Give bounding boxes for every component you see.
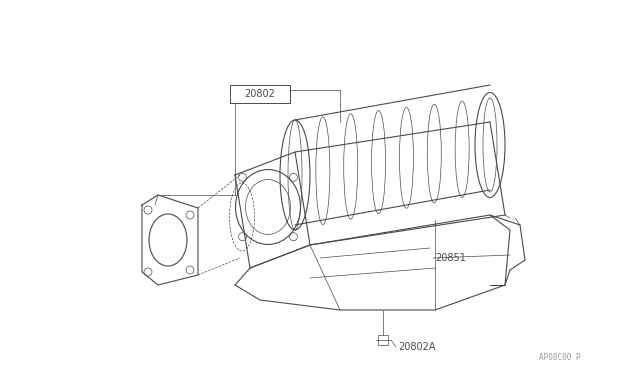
Text: AP08C00 P: AP08C00 P: [539, 353, 581, 362]
Bar: [230, 85, 290, 103]
Text: 20802: 20802: [244, 89, 275, 99]
Text: 20851: 20851: [435, 253, 466, 263]
Text: 20802A: 20802A: [398, 342, 435, 352]
